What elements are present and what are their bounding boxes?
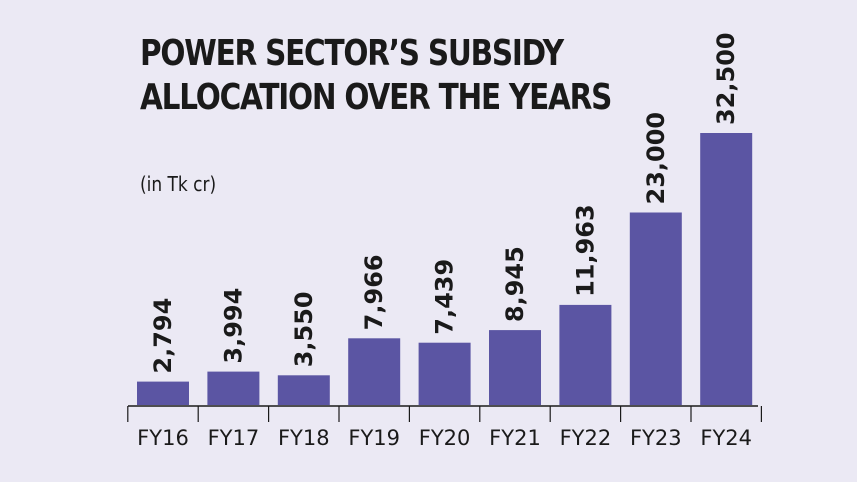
category-label-fy19: FY19 [348, 426, 400, 450]
bar-fy23 [629, 212, 682, 405]
value-label-fy23: 23,000 [642, 112, 670, 205]
bar-fy24 [700, 133, 753, 405]
chart-title: POWER SECTOR’S SUBSIDY ALLOCATION OVER T… [140, 33, 612, 118]
chart-subtitle: (in Tk cr) [140, 172, 217, 196]
value-label-fy24: 32,500 [712, 32, 740, 125]
category-label-fy17: FY17 [208, 426, 260, 450]
category-label-fy20: FY20 [419, 426, 471, 450]
value-label-fy21: 8,945 [501, 246, 529, 322]
category-label-fy16: FY16 [137, 426, 189, 450]
category-label-fy18: FY18 [278, 426, 330, 450]
value-label-fy16: 2,794 [149, 298, 177, 374]
value-label-fy22: 11,963 [571, 204, 599, 297]
bar-fy22 [559, 304, 612, 405]
bar-fy18 [277, 375, 330, 405]
bar-fy21 [489, 330, 541, 405]
value-label-fy19: 7,966 [360, 254, 388, 330]
bar-fy17 [207, 371, 260, 405]
category-label-fy21: FY21 [489, 426, 541, 450]
bar-fy19 [348, 338, 401, 405]
category-label-fy24: FY24 [700, 426, 752, 450]
value-label-fy17: 3,994 [219, 288, 247, 364]
value-label-fy18: 3,550 [290, 291, 318, 367]
value-label-fy20: 7,439 [431, 259, 459, 335]
bar-fy16 [137, 381, 189, 405]
title-block: POWER SECTOR’S SUBSIDY ALLOCATION OVER T… [140, 32, 660, 120]
bar-fy20 [418, 342, 471, 405]
category-label-fy23: FY23 [630, 426, 682, 450]
category-label-fy22: FY22 [560, 426, 612, 450]
